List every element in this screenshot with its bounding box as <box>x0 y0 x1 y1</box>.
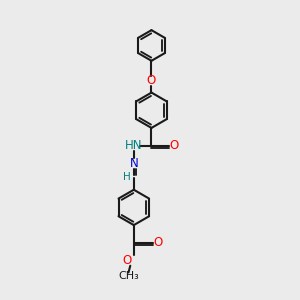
Text: O: O <box>123 254 132 267</box>
Text: N: N <box>129 157 138 170</box>
Text: O: O <box>170 139 179 152</box>
Text: O: O <box>154 236 163 249</box>
Text: CH₃: CH₃ <box>118 271 139 281</box>
Text: H: H <box>123 172 130 182</box>
Text: HN: HN <box>125 139 142 152</box>
Text: O: O <box>147 74 156 87</box>
